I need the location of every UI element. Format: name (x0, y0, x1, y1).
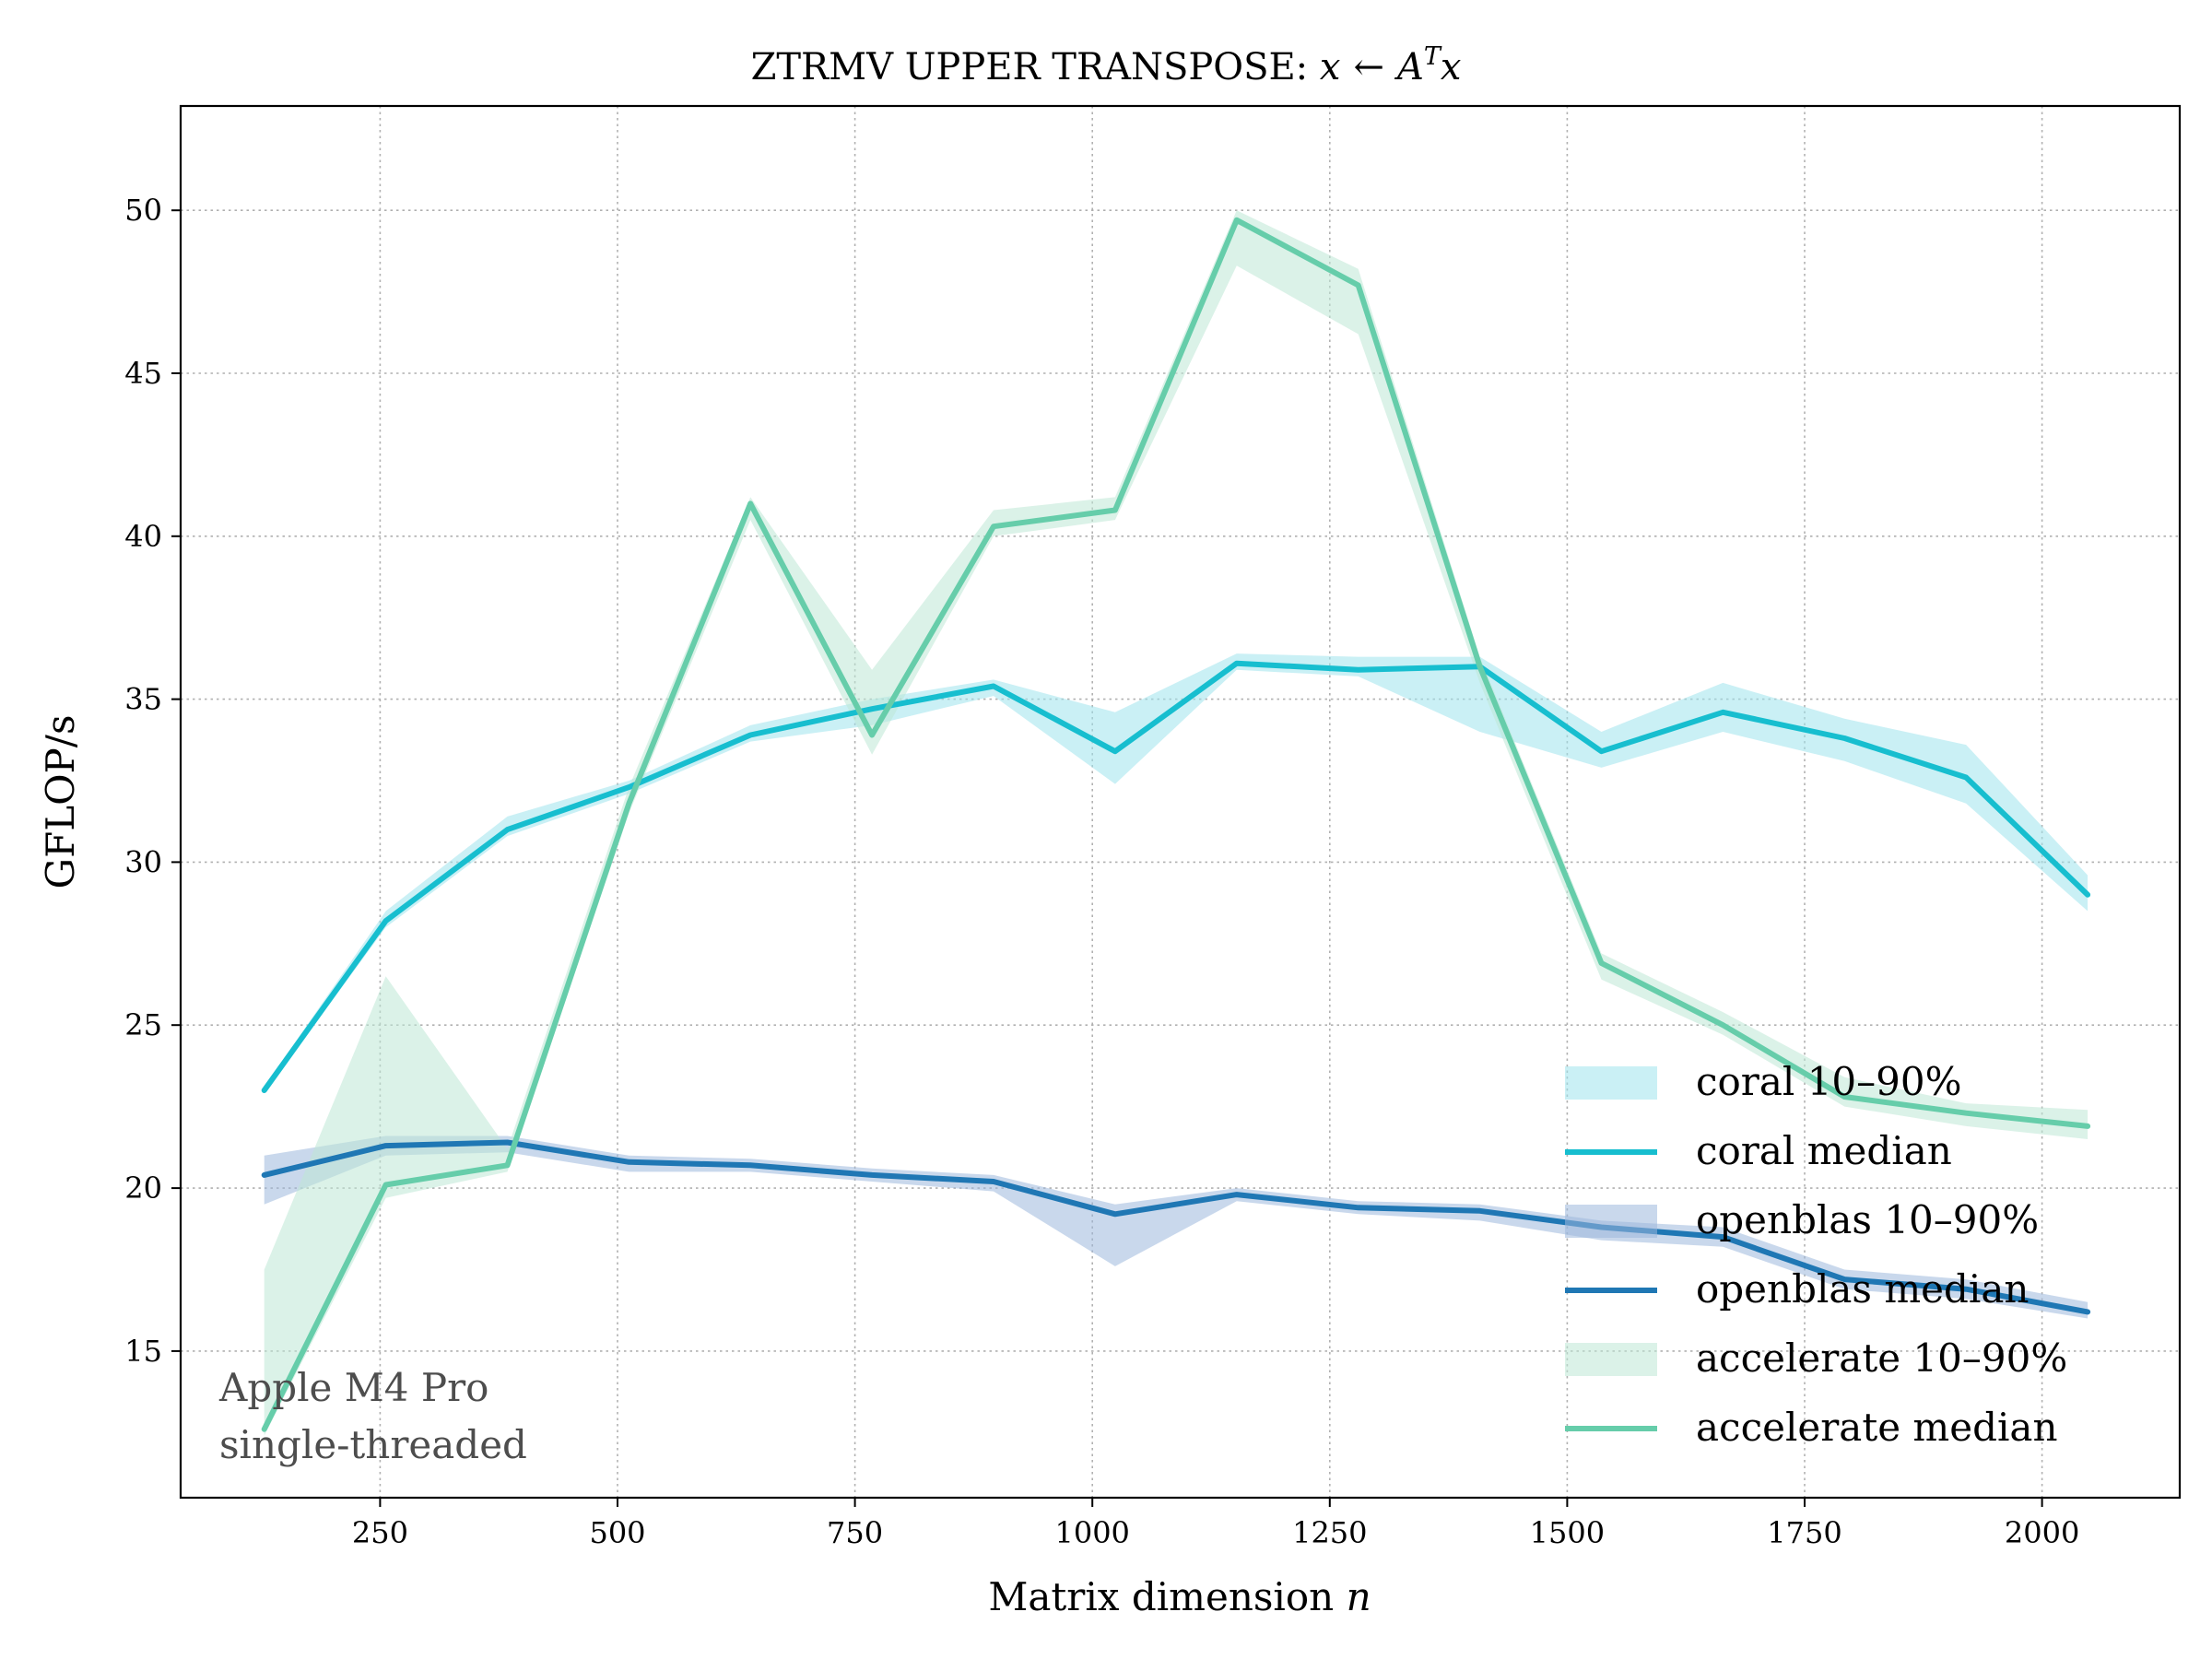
x-tick-label: 1750 (1767, 1515, 1841, 1550)
y-axis-label: GFLOP/s (38, 715, 83, 889)
x-tick-label: 1250 (1292, 1515, 1367, 1550)
median-lines (261, 217, 2091, 1432)
coral-band-legend-label: coral 10–90% (1696, 1059, 1962, 1104)
y-tick-label: 45 (124, 356, 162, 391)
coral-band-swatch (1565, 1066, 1657, 1100)
x-tick-label: 250 (352, 1515, 408, 1550)
coral-median-line (261, 660, 2091, 1093)
accelerate-median-legend-label: accelerate median (1696, 1405, 2058, 1450)
y-tick-label: 50 (124, 193, 162, 228)
accelerate-band-legend-label: accelerate 10–90% (1696, 1335, 2067, 1381)
x-tick-label: 500 (589, 1515, 645, 1550)
y-tick-label: 35 (124, 682, 162, 717)
coral-median-legend-label: coral median (1696, 1128, 1952, 1173)
openblas-band (264, 1135, 2088, 1319)
y-tick-label: 25 (124, 1007, 162, 1042)
annotation-line-2: single-threaded (219, 1422, 527, 1467)
legend: coral 10–90% coral median openblas 10–90% o… (1565, 1059, 2067, 1450)
x-axis-label: Matrix dimension n (988, 1574, 1371, 1619)
y-tick-label: 15 (124, 1334, 162, 1369)
openblas-band-swatch (1565, 1205, 1657, 1238)
x-tick-label: 2000 (2005, 1515, 2079, 1550)
chart-title: ZTRMV UPPER TRANSPOSE: x ← ATx (751, 42, 1462, 88)
accelerate-median-line (261, 217, 2091, 1432)
x-tick-label: 1500 (1530, 1515, 1605, 1550)
x-tick-label: 1000 (1054, 1515, 1129, 1550)
device-annotation: Apple M4 Pro single-threaded (218, 1365, 527, 1467)
y-tick-label: 40 (124, 519, 162, 554)
x-tick-label: 750 (827, 1515, 883, 1550)
axis-ticks: 250 500 750 1000 1250 1500 1750 2000 15 20 25 30 35 4… (124, 193, 2079, 1550)
y-tick-label: 20 (124, 1171, 162, 1206)
openblas-band-legend-label: openblas 10–90% (1696, 1197, 2039, 1242)
grid (181, 106, 2180, 1498)
openblas-median-line (261, 1139, 2091, 1315)
plot-frame (179, 104, 2182, 1500)
annotation-line-1: Apple M4 Pro (218, 1365, 488, 1410)
accelerate-band-swatch (1565, 1343, 1657, 1376)
y-tick-label: 30 (124, 844, 162, 879)
openblas-median-legend-label: openblas median (1696, 1266, 2029, 1312)
percentile-bands (264, 210, 2088, 1436)
